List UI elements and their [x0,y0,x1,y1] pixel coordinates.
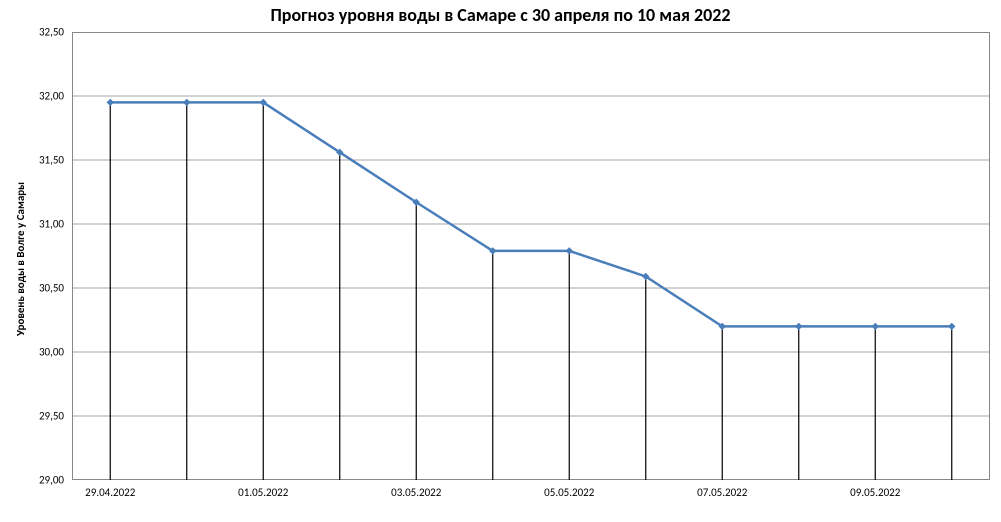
chart-title: Прогноз уровня воды в Самаре с 30 апреля… [0,4,1001,26]
x-tick-label: 07.05.2022 [697,486,747,499]
series-marker [566,248,572,254]
y-tick-label: 29,50 [0,410,64,423]
y-tick-label: 30,00 [0,346,64,359]
x-tick-label: 03.05.2022 [391,486,441,499]
y-tick-label: 31,00 [0,218,64,231]
x-tick-label: 01.05.2022 [238,486,288,499]
chart-container: Прогноз уровня воды в Самаре с 30 апреля… [0,0,1001,522]
y-tick-label: 29,00 [0,474,64,487]
series-marker [184,99,190,105]
x-tick-label: 05.05.2022 [544,486,594,499]
y-tick-label: 31,50 [0,154,64,167]
series-line [110,102,952,326]
x-tick-label: 09.05.2022 [850,486,900,499]
y-tick-label: 32,50 [0,26,64,39]
x-tick-label: 29.04.2022 [85,486,135,499]
y-axis-label: Уровень воды в Волге у Самары [14,182,27,336]
series-marker [796,323,802,329]
series-marker [872,323,878,329]
series-marker [107,99,113,105]
y-tick-label: 32,00 [0,90,64,103]
plot-svg [72,32,990,480]
y-tick-label: 30,50 [0,282,64,295]
series-marker [949,323,955,329]
